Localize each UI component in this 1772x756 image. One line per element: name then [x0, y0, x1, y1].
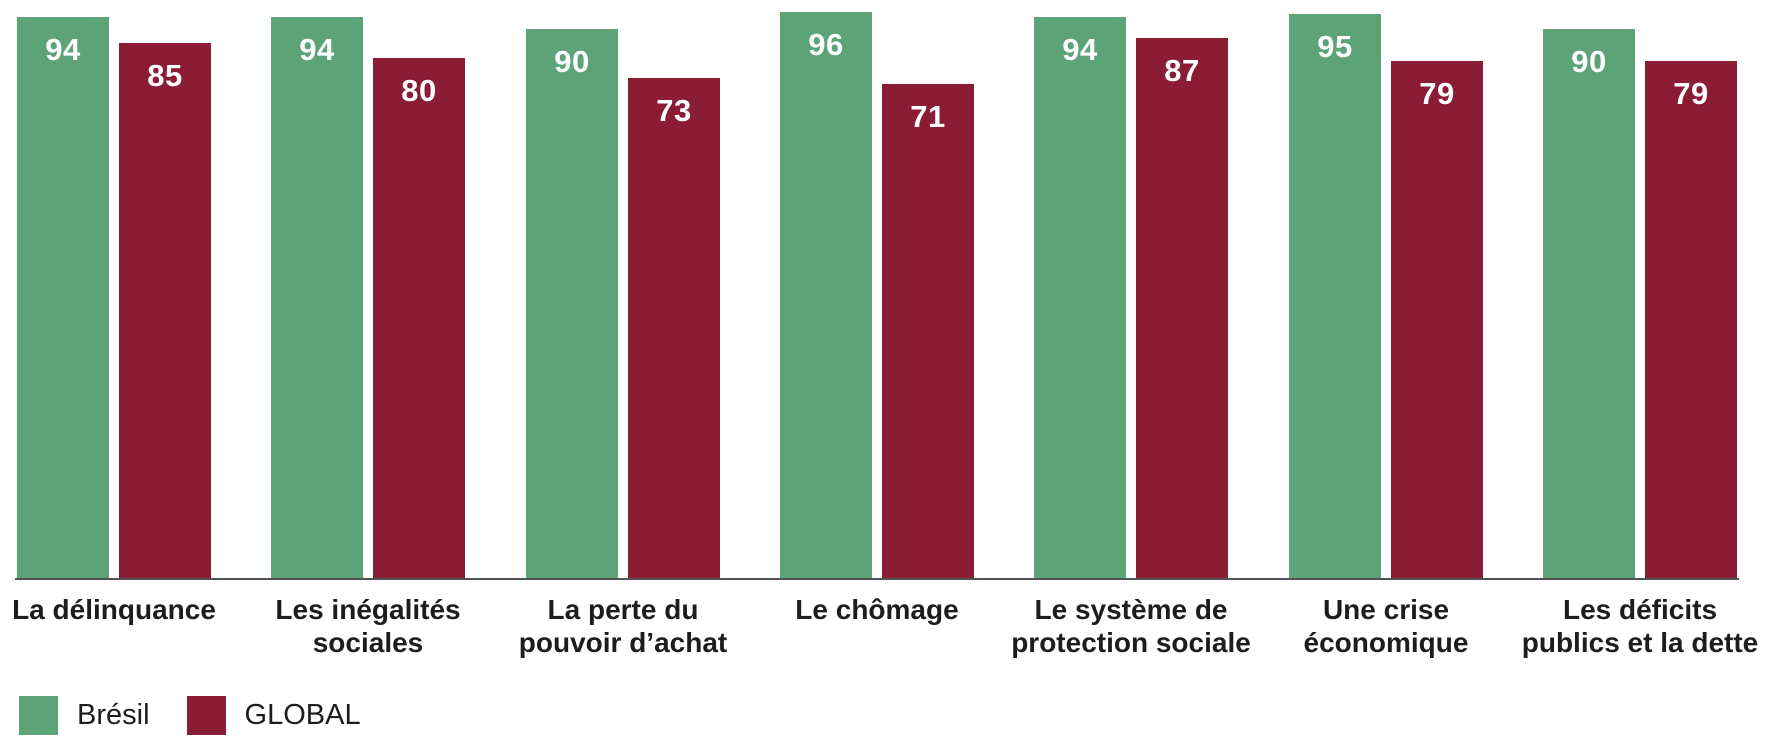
bar-value-label: 96	[808, 27, 844, 62]
bar-value-label: 95	[1317, 29, 1353, 64]
bar-value-label: 79	[1673, 76, 1709, 111]
legend-label-bresil: Brésil	[77, 699, 150, 731]
bar-bresil-0: 94	[17, 17, 109, 578]
bar-global-5: 79	[1391, 61, 1483, 578]
bar-global-2: 73	[628, 78, 720, 578]
bar-global-6: 79	[1645, 61, 1737, 578]
bar-value-label: 94	[1062, 32, 1098, 67]
bar-value-label: 90	[554, 44, 590, 79]
bar-bresil-3: 96	[780, 12, 872, 578]
category-label-2: La perte du pouvoir d’achat	[518, 594, 728, 658]
legend-item-global: GLOBAL	[186, 696, 361, 735]
bar-bresil-6: 90	[1543, 29, 1635, 578]
legend-item-bresil: Brésil	[19, 696, 150, 735]
legend-label-global: GLOBAL	[244, 699, 361, 731]
bar-value-label: 90	[1571, 44, 1607, 79]
plot-area: 94 85 94 80 90 73 96 71 94 87 95 79 90 79	[15, 12, 1739, 580]
bar-value-label: 73	[656, 93, 692, 128]
bar-value-label: 94	[45, 32, 81, 67]
bar-bresil-1: 94	[271, 17, 363, 578]
bar-value-label: 94	[299, 32, 335, 67]
bar-value-label: 87	[1164, 53, 1200, 88]
bar-global-0: 85	[119, 43, 211, 578]
category-label-0: La délinquance	[12, 594, 216, 625]
category-label-3: Le chômage	[795, 594, 959, 625]
category-label-4: Le système de protection sociale	[1011, 594, 1251, 658]
bar-global-3: 71	[882, 84, 974, 578]
bar-bresil-4: 94	[1034, 17, 1126, 578]
category-label-1: Les inégalités sociales	[275, 594, 461, 658]
bar-value-label: 80	[401, 73, 437, 108]
category-label-5: Une crise économique	[1303, 594, 1469, 658]
bar-value-label: 79	[1419, 76, 1455, 111]
bar-bresil-2: 90	[526, 29, 618, 578]
bar-global-1: 80	[373, 58, 465, 578]
bar-value-label: 71	[910, 99, 946, 134]
legend-swatch-bresil	[19, 696, 58, 735]
category-labels-row: La délinquance Les inégalités sociales La …	[0, 580, 1772, 664]
x-axis-line	[15, 578, 1739, 580]
legend-swatch-global	[186, 696, 226, 735]
category-label-6: Les déficits publics et la dette	[1521, 594, 1759, 658]
bar-value-label: 85	[147, 58, 183, 93]
legend: Brésil GLOBAL	[0, 696, 1772, 735]
bar-bresil-5: 95	[1289, 14, 1381, 578]
bar-global-4: 87	[1136, 38, 1228, 578]
